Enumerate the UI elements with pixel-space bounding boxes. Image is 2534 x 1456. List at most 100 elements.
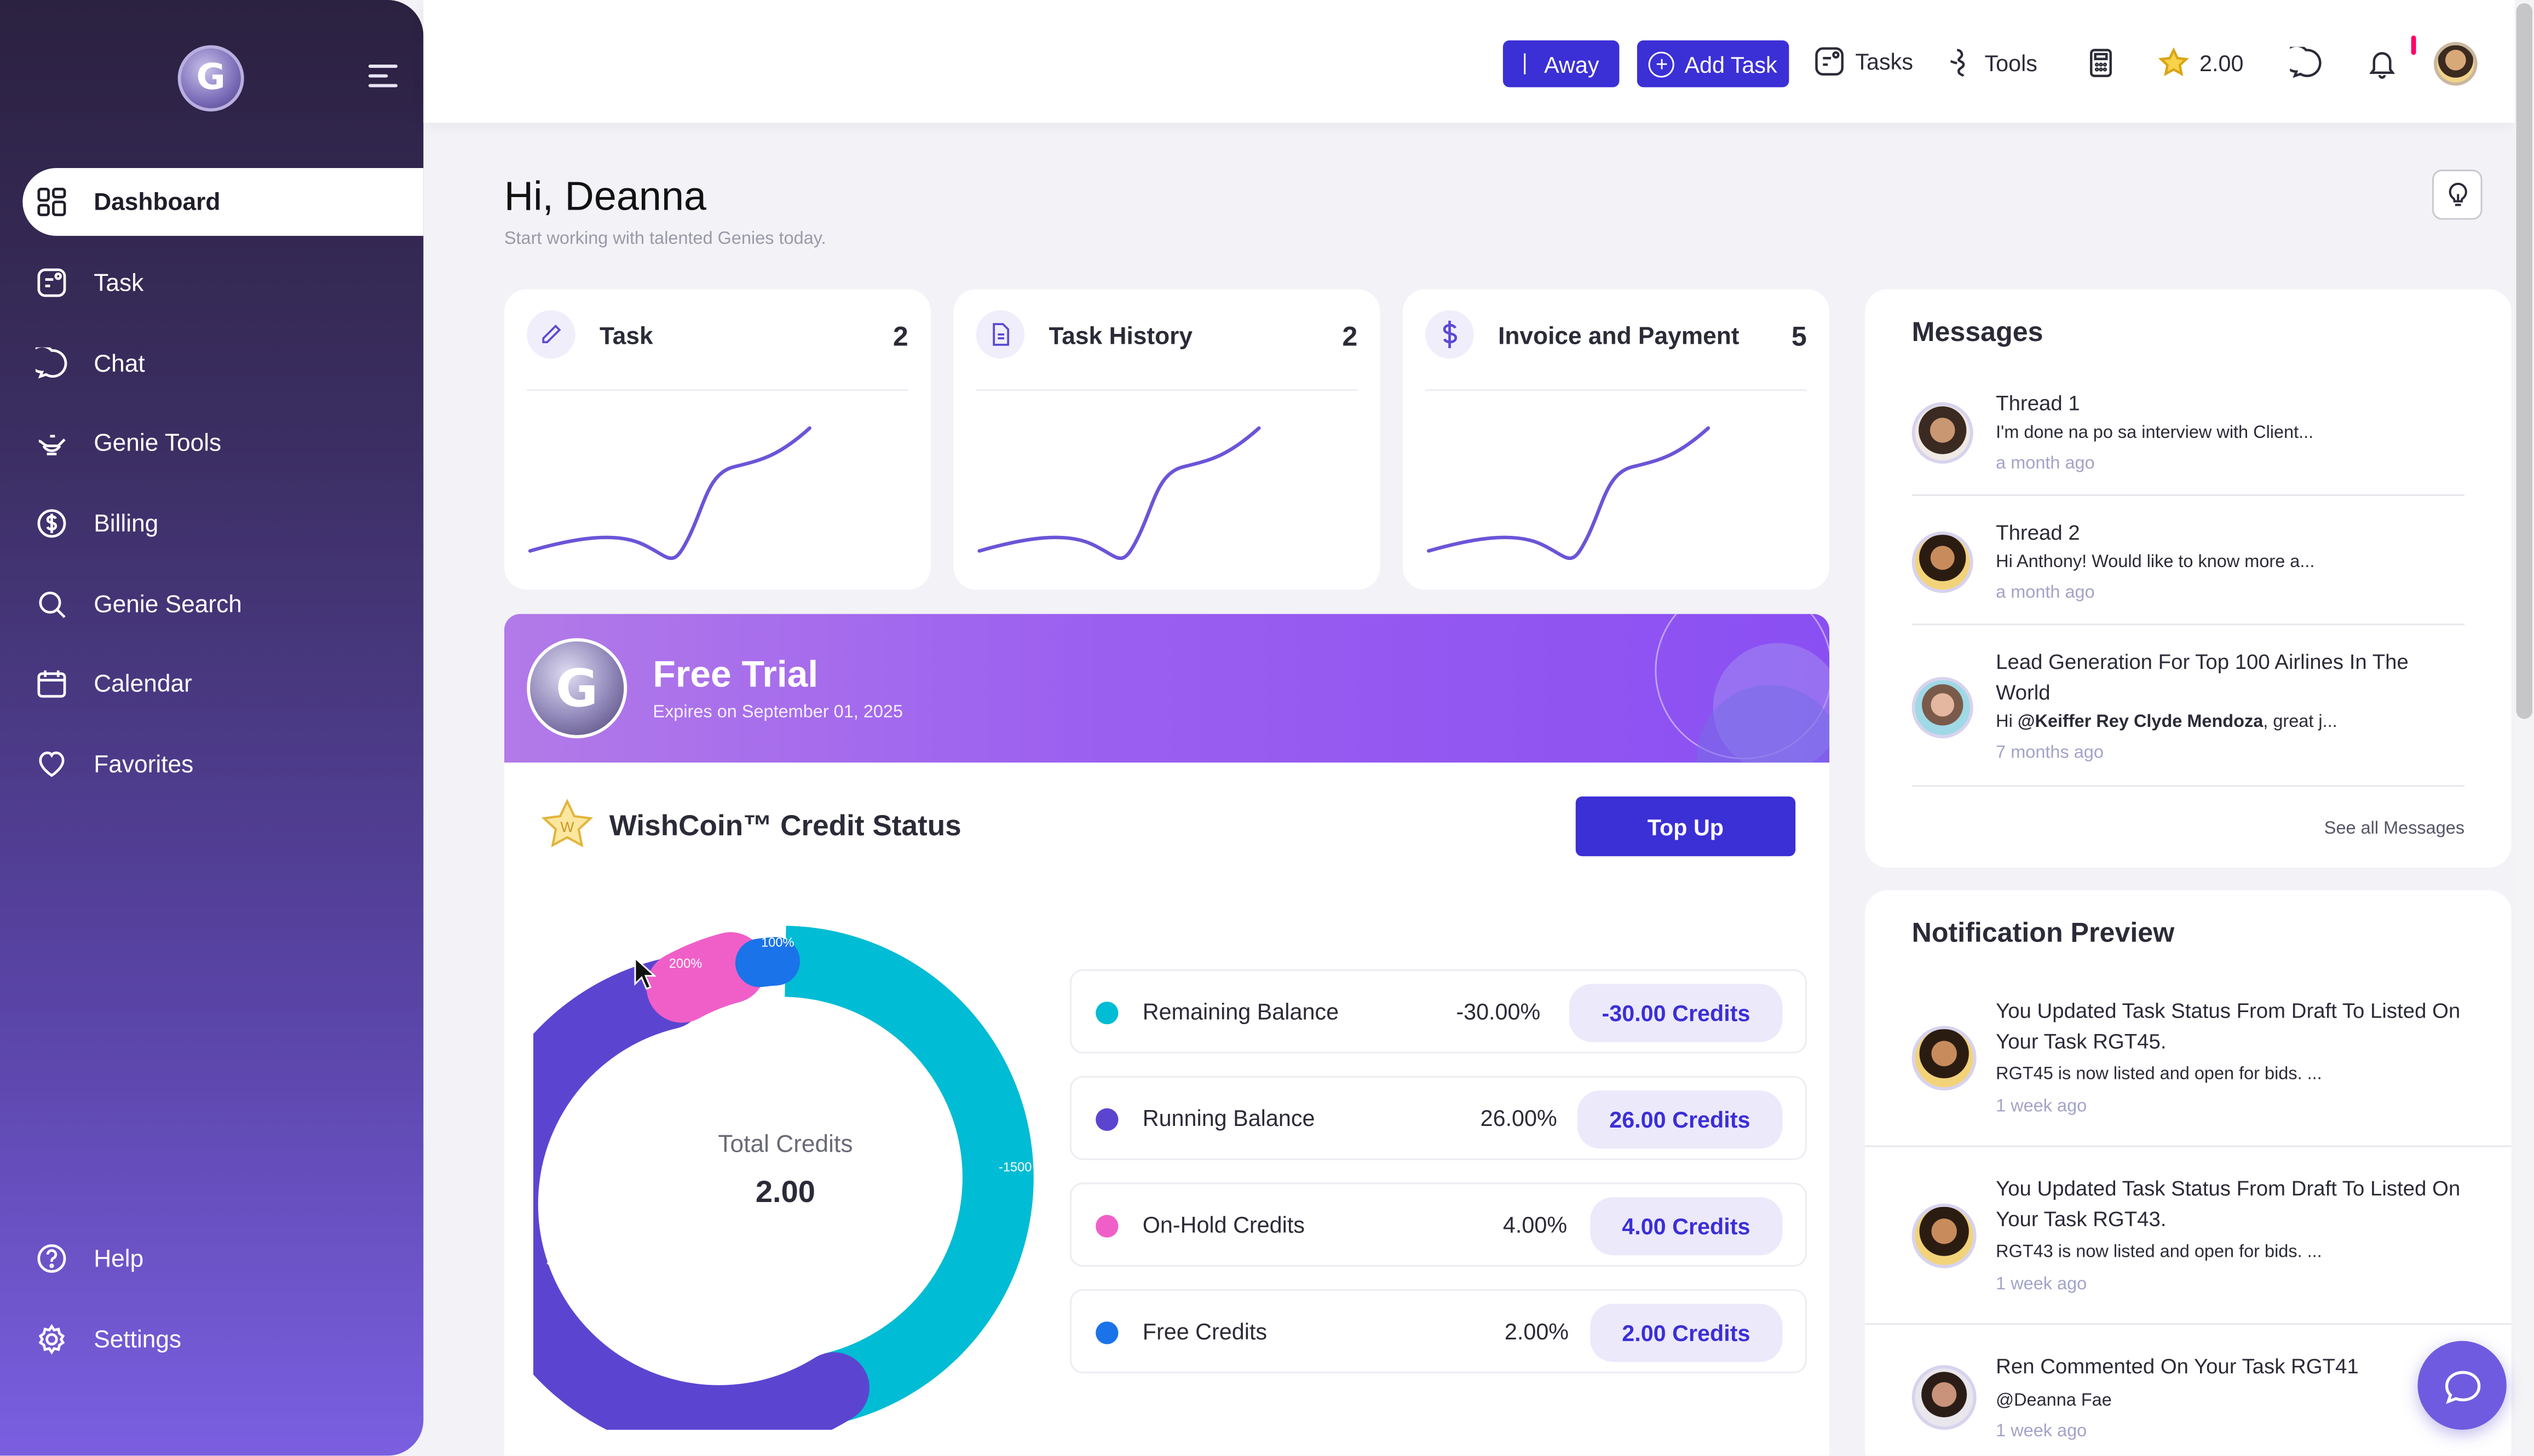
- away-status-button[interactable]: Away: [1502, 40, 1620, 88]
- credits-badge[interactable]: 26.00 Credits: [1577, 1090, 1783, 1149]
- messages-title: Messages: [1911, 316, 2043, 348]
- stat-title: Task: [600, 323, 653, 351]
- dollar-icon: [36, 507, 68, 540]
- stat-title: Invoice and Payment: [1498, 323, 1740, 351]
- sidebar-item-help[interactable]: Help: [22, 1224, 423, 1292]
- preview-prefix: Hi: [1996, 712, 2018, 732]
- sidebar-item-dashboard[interactable]: Dashboard: [22, 167, 424, 236]
- message-thread-item[interactable]: Thread 2 Hi Anthony! Would like to know …: [1911, 516, 2465, 626]
- divider: [976, 389, 1358, 391]
- legend-percent: 26.00%: [1480, 1105, 1557, 1131]
- sidebar-item-label: Task: [94, 269, 144, 297]
- credits-badge[interactable]: -30.00 Credits: [1569, 984, 1783, 1042]
- trial-logo: G: [527, 638, 627, 738]
- user-avatar[interactable]: [2434, 42, 2478, 86]
- credits-badge[interactable]: 4.00 Credits: [1589, 1197, 1783, 1256]
- notification-item[interactable]: You Updated Task Status From Draft To Li…: [1865, 1158, 2512, 1325]
- tasks-label: Tasks: [1855, 48, 1914, 74]
- add-task-button[interactable]: + Add Task: [1637, 40, 1789, 88]
- chat-fab-button[interactable]: [2417, 1341, 2507, 1430]
- messages-icon[interactable]: [2282, 44, 2322, 79]
- sidebar-item-calendar[interactable]: Calendar: [22, 650, 423, 718]
- notification-item[interactable]: Ren Commented On Your Task RGT41 @Deanna…: [1865, 1336, 2512, 1455]
- stat-count: 2: [1342, 321, 1358, 353]
- page-scrollbar[interactable]: [2514, 0, 2534, 1456]
- lamp-icon: [36, 426, 68, 459]
- sidebar-item-chat[interactable]: Chat: [22, 330, 423, 397]
- notification-body: RGT43 is now listed and open for bids. .…: [1996, 1242, 2322, 1262]
- sidebar: G Dashboard Task Chat Genie Tools Billin…: [0, 0, 424, 1456]
- notification-body: @Deanna Fae: [1996, 1391, 2112, 1411]
- preview-suffix: , great j...: [2263, 712, 2337, 732]
- tasks-link[interactable]: Tasks: [1813, 45, 1913, 78]
- chat-bubble-icon: [2444, 1370, 2480, 1403]
- task-icon: [36, 267, 68, 299]
- sidebar-item-label: Help: [94, 1245, 144, 1273]
- credits-badge[interactable]: 2.00 Credits: [1589, 1303, 1783, 1362]
- sidebar-item-label: Genie Tools: [94, 429, 222, 457]
- tools-link[interactable]: Tools: [1943, 47, 2037, 79]
- notification-time: 1 week ago: [1996, 1097, 2087, 1117]
- sidebar-item-genie-tools[interactable]: Genie Tools: [22, 409, 423, 477]
- legend-percent: -30.00%: [1456, 998, 1541, 1025]
- sidebar-item-billing[interactable]: Billing: [22, 489, 423, 557]
- invoice-payment-stat-card[interactable]: Invoice and Payment 5: [1402, 289, 1830, 590]
- page-title: Hi, Deanna: [504, 174, 707, 220]
- menu-toggle-icon[interactable]: [368, 65, 398, 88]
- legend-row-on-hold-credits: On-Hold Credits 4.00% 4.00 Credits: [1069, 1182, 1807, 1267]
- messages-panel: Messages Thread 1 I'm done na po sa inte…: [1865, 289, 2512, 868]
- message-thread-item[interactable]: Lead Generation For Top 100 Airlines In …: [1911, 645, 2465, 787]
- thread-preview: I'm done na po sa interview with Client.…: [1996, 423, 2314, 443]
- divider: [527, 389, 908, 391]
- thread-preview: Hi Anthony! Would like to know more a...: [1996, 552, 2315, 572]
- avatar: [1911, 1203, 1977, 1268]
- task-stat-card[interactable]: Task 2: [504, 289, 931, 590]
- legend-percent: 4.00%: [1502, 1211, 1568, 1238]
- notification-time: 1 week ago: [1996, 1422, 2087, 1441]
- donut-tick-label: 300%: [546, 1254, 579, 1268]
- sparkline-chart: [977, 426, 1261, 561]
- remaining-balance-arc: [784, 926, 1034, 1423]
- scrollbar-thumb[interactable]: [2516, 3, 2533, 719]
- notification-time: 1 week ago: [1996, 1274, 2087, 1295]
- sidebar-item-label: Calendar: [94, 669, 192, 697]
- pencil-icon: [527, 310, 575, 359]
- sidebar-item-genie-search[interactable]: Genie Search: [22, 570, 423, 638]
- sidebar-item-settings[interactable]: Settings: [22, 1305, 423, 1373]
- wishcoin-balance[interactable]: 2.00: [2157, 47, 2243, 79]
- notification-item[interactable]: You Updated Task Status From Draft To Li…: [1865, 981, 2512, 1147]
- task-icon: [1815, 47, 1844, 76]
- avatar: [1911, 531, 1973, 593]
- legend-name: Remaining Balance: [1142, 998, 1339, 1025]
- sidebar-item-favorites[interactable]: Favorites: [22, 730, 423, 798]
- credit-panel: G Free Trial Expires on September 01, 20…: [504, 614, 1830, 1456]
- away-label: Away: [1544, 50, 1599, 77]
- see-all-messages-link[interactable]: See all Messages: [2324, 819, 2465, 839]
- mouse-cursor-icon: [634, 956, 656, 990]
- total-credits-label: Total Credits: [718, 1131, 853, 1159]
- bell-icon[interactable]: [2366, 47, 2398, 79]
- grid-icon: [36, 186, 68, 218]
- top-up-button[interactable]: Top Up: [1575, 796, 1796, 857]
- calculator-icon[interactable]: [2084, 47, 2117, 79]
- total-credits-value: 2.00: [755, 1176, 816, 1210]
- sidebar-item-task[interactable]: Task: [22, 249, 423, 317]
- tips-button[interactable]: [2432, 169, 2483, 220]
- sidebar-item-label: Chat: [94, 350, 145, 378]
- mention[interactable]: @Keiffer Rey Clyde Mendoza: [2017, 712, 2264, 732]
- document-icon: [976, 310, 1025, 359]
- notification-body: RGT45 is now listed and open for bids. .…: [1996, 1065, 2322, 1084]
- legend-percent: 2.00%: [1504, 1318, 1569, 1344]
- credit-donut-chart: 100% 200% -1500 300%: [533, 926, 1034, 1430]
- legend-dot: [1096, 1001, 1119, 1025]
- sidebar-item-label: Genie Search: [94, 590, 242, 618]
- notification-badge: [2411, 35, 2416, 55]
- legend-name: Running Balance: [1142, 1105, 1315, 1131]
- task-history-stat-card[interactable]: Task History 2: [953, 289, 1380, 590]
- trial-title: Free Trial: [653, 652, 819, 695]
- wishcoin-star-icon: W: [541, 799, 594, 848]
- app-logo[interactable]: G: [177, 45, 244, 112]
- stat-count: 2: [892, 321, 908, 353]
- message-thread-item[interactable]: Thread 1 I'm done na po sa interview wit…: [1911, 386, 2465, 496]
